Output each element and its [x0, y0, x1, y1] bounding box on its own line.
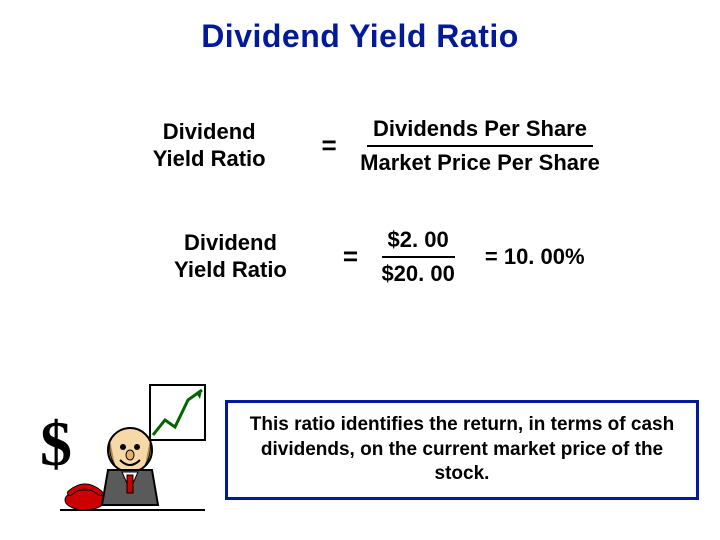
result-equals: = [485, 244, 498, 269]
formula-lhs: Dividend Yield Ratio [114, 119, 304, 172]
example-row: Dividend Yield Ratio = $2. 00 $20. 00 = … [0, 226, 720, 287]
formula-denominator: Market Price Per Share [354, 147, 606, 177]
formula-numerator: Dividends Per Share [367, 115, 593, 147]
illustration-icon: $ [30, 365, 210, 515]
example-numerator: $2. 00 [382, 226, 455, 258]
formula-equals: = [304, 130, 354, 161]
result-value: 10. 00% [504, 244, 585, 269]
formula-lhs-line1: Dividend [163, 119, 256, 144]
svg-text:$: $ [40, 408, 72, 479]
example-lhs: Dividend Yield Ratio [135, 230, 325, 283]
example-lhs-line2: Yield Ratio [174, 257, 287, 282]
formula-row: Dividend Yield Ratio = Dividends Per Sha… [0, 115, 720, 176]
example-equals: = [325, 241, 375, 272]
formula-lhs-line2: Yield Ratio [153, 146, 266, 171]
example-result: = 10. 00% [485, 244, 585, 270]
example-fraction: $2. 00 $20. 00 [375, 226, 460, 287]
page-title: Dividend Yield Ratio [0, 0, 720, 55]
explanation-callout: This ratio identifies the return, in ter… [225, 400, 699, 500]
example-lhs-line1: Dividend [184, 230, 277, 255]
example-denominator: $20. 00 [375, 258, 460, 288]
formula-fraction: Dividends Per Share Market Price Per Sha… [354, 115, 606, 176]
